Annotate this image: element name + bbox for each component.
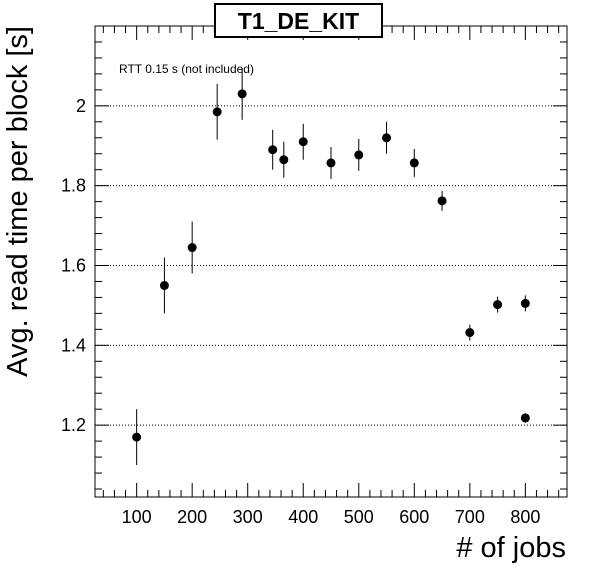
data-point (409, 158, 419, 168)
x-tick-label: 100 (122, 507, 152, 527)
data-point (268, 145, 278, 155)
chart-title: T1_DE_KIT (238, 8, 359, 34)
axis-ticks (95, 25, 567, 497)
data-point (437, 196, 447, 206)
data-point (159, 280, 169, 290)
tick-labels: 1.2 1.4 1.6 1.8 2 100 200 300 400 500 600 700 800 (61, 96, 540, 527)
x-axis-title: # of jobs (456, 532, 566, 564)
data-point (520, 413, 530, 423)
y-tick-label: 2 (76, 96, 86, 116)
y-tick-label: 1.2 (61, 415, 86, 435)
x-tick-label: 800 (510, 507, 540, 527)
data-point (237, 89, 247, 99)
y-tick-label: 1.6 (61, 255, 86, 275)
x-tick-label: 500 (344, 507, 374, 527)
data-point (382, 133, 392, 143)
title-box (214, 3, 383, 38)
x-tick-label: 300 (233, 507, 263, 527)
x-tick-label: 400 (288, 507, 318, 527)
data-point (520, 298, 530, 308)
data-point (187, 243, 197, 253)
data-point (279, 155, 289, 165)
data-point (465, 328, 475, 338)
x-tick-label: 700 (455, 507, 485, 527)
data-point (493, 300, 503, 310)
data-point (212, 107, 222, 117)
y-axis-title: Avg. read time per block [s] (2, 26, 34, 377)
data-points (132, 67, 530, 466)
y-tick-label: 1.4 (61, 335, 86, 355)
y-tick-label: 1.8 (61, 176, 86, 196)
data-point (354, 150, 364, 160)
x-tick-label: 600 (399, 507, 429, 527)
data-point (298, 137, 308, 147)
data-point (132, 432, 142, 442)
x-tick-label: 200 (177, 507, 207, 527)
plot-frame (94, 25, 568, 498)
grid (95, 105, 567, 426)
data-point (326, 158, 336, 168)
annotation-text: RTT 0.15 s (not included) (119, 62, 254, 76)
